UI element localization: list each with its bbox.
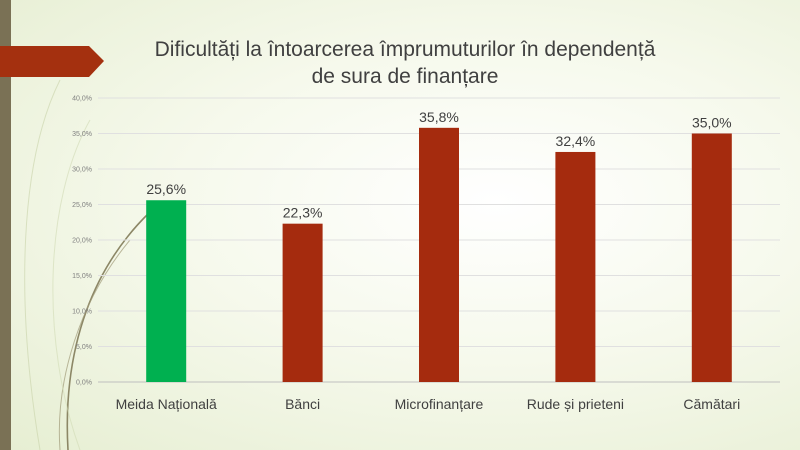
bar <box>146 200 187 382</box>
y-tick-label: 5,0% <box>76 344 92 351</box>
x-category-label: Rude și prieteni <box>527 396 624 412</box>
data-label: 22,3% <box>283 205 323 221</box>
y-tick-label: 40,0% <box>72 96 92 103</box>
chart-title-line-1: Dificultăți la întoarcerea împrumuturilo… <box>154 38 656 61</box>
data-label: 35,8% <box>419 109 459 125</box>
x-category-label: Bănci <box>285 396 320 412</box>
y-tick-label: 15,0% <box>72 273 92 280</box>
y-tick-label: 10,0% <box>72 309 92 316</box>
y-axis-ticks: 0,0% 5,0% 10,0% 15,0% 20,0% 25,0% 30,0% 35,0% 40… <box>72 96 92 387</box>
y-tick-label: 0,0% <box>76 380 92 387</box>
y-tick-label: 30,0% <box>72 167 92 174</box>
chart-title-line-2: de sura de finanțare <box>311 65 499 88</box>
slide-sidebar <box>0 0 11 450</box>
data-label: 32,4% <box>556 133 596 149</box>
x-axis-categories: Meida Națională Bănci Microfinanțare Rude ș… <box>116 396 741 412</box>
title-banner-arrow <box>0 46 104 77</box>
x-category-label: Microfinanțare <box>395 396 484 412</box>
y-tick-label: 35,0% <box>72 131 92 138</box>
bars <box>146 127 732 382</box>
x-category-label: Meida Națională <box>116 396 217 412</box>
x-category-label: Cămătari <box>683 396 740 412</box>
y-tick-label: 25,0% <box>72 202 92 209</box>
bar <box>419 127 459 382</box>
y-tick-label: 20,0% <box>72 238 92 245</box>
bar <box>282 223 323 382</box>
data-label: 35,0% <box>692 115 732 131</box>
chart-title: Dificultăți la întoarcerea împrumuturilo… <box>130 36 680 90</box>
bar <box>691 133 732 382</box>
bar <box>555 151 596 382</box>
data-label: 25,6% <box>146 181 186 197</box>
data-labels: 25,6% 22,3% 35,8% 32,4% 35,0% <box>146 109 731 221</box>
